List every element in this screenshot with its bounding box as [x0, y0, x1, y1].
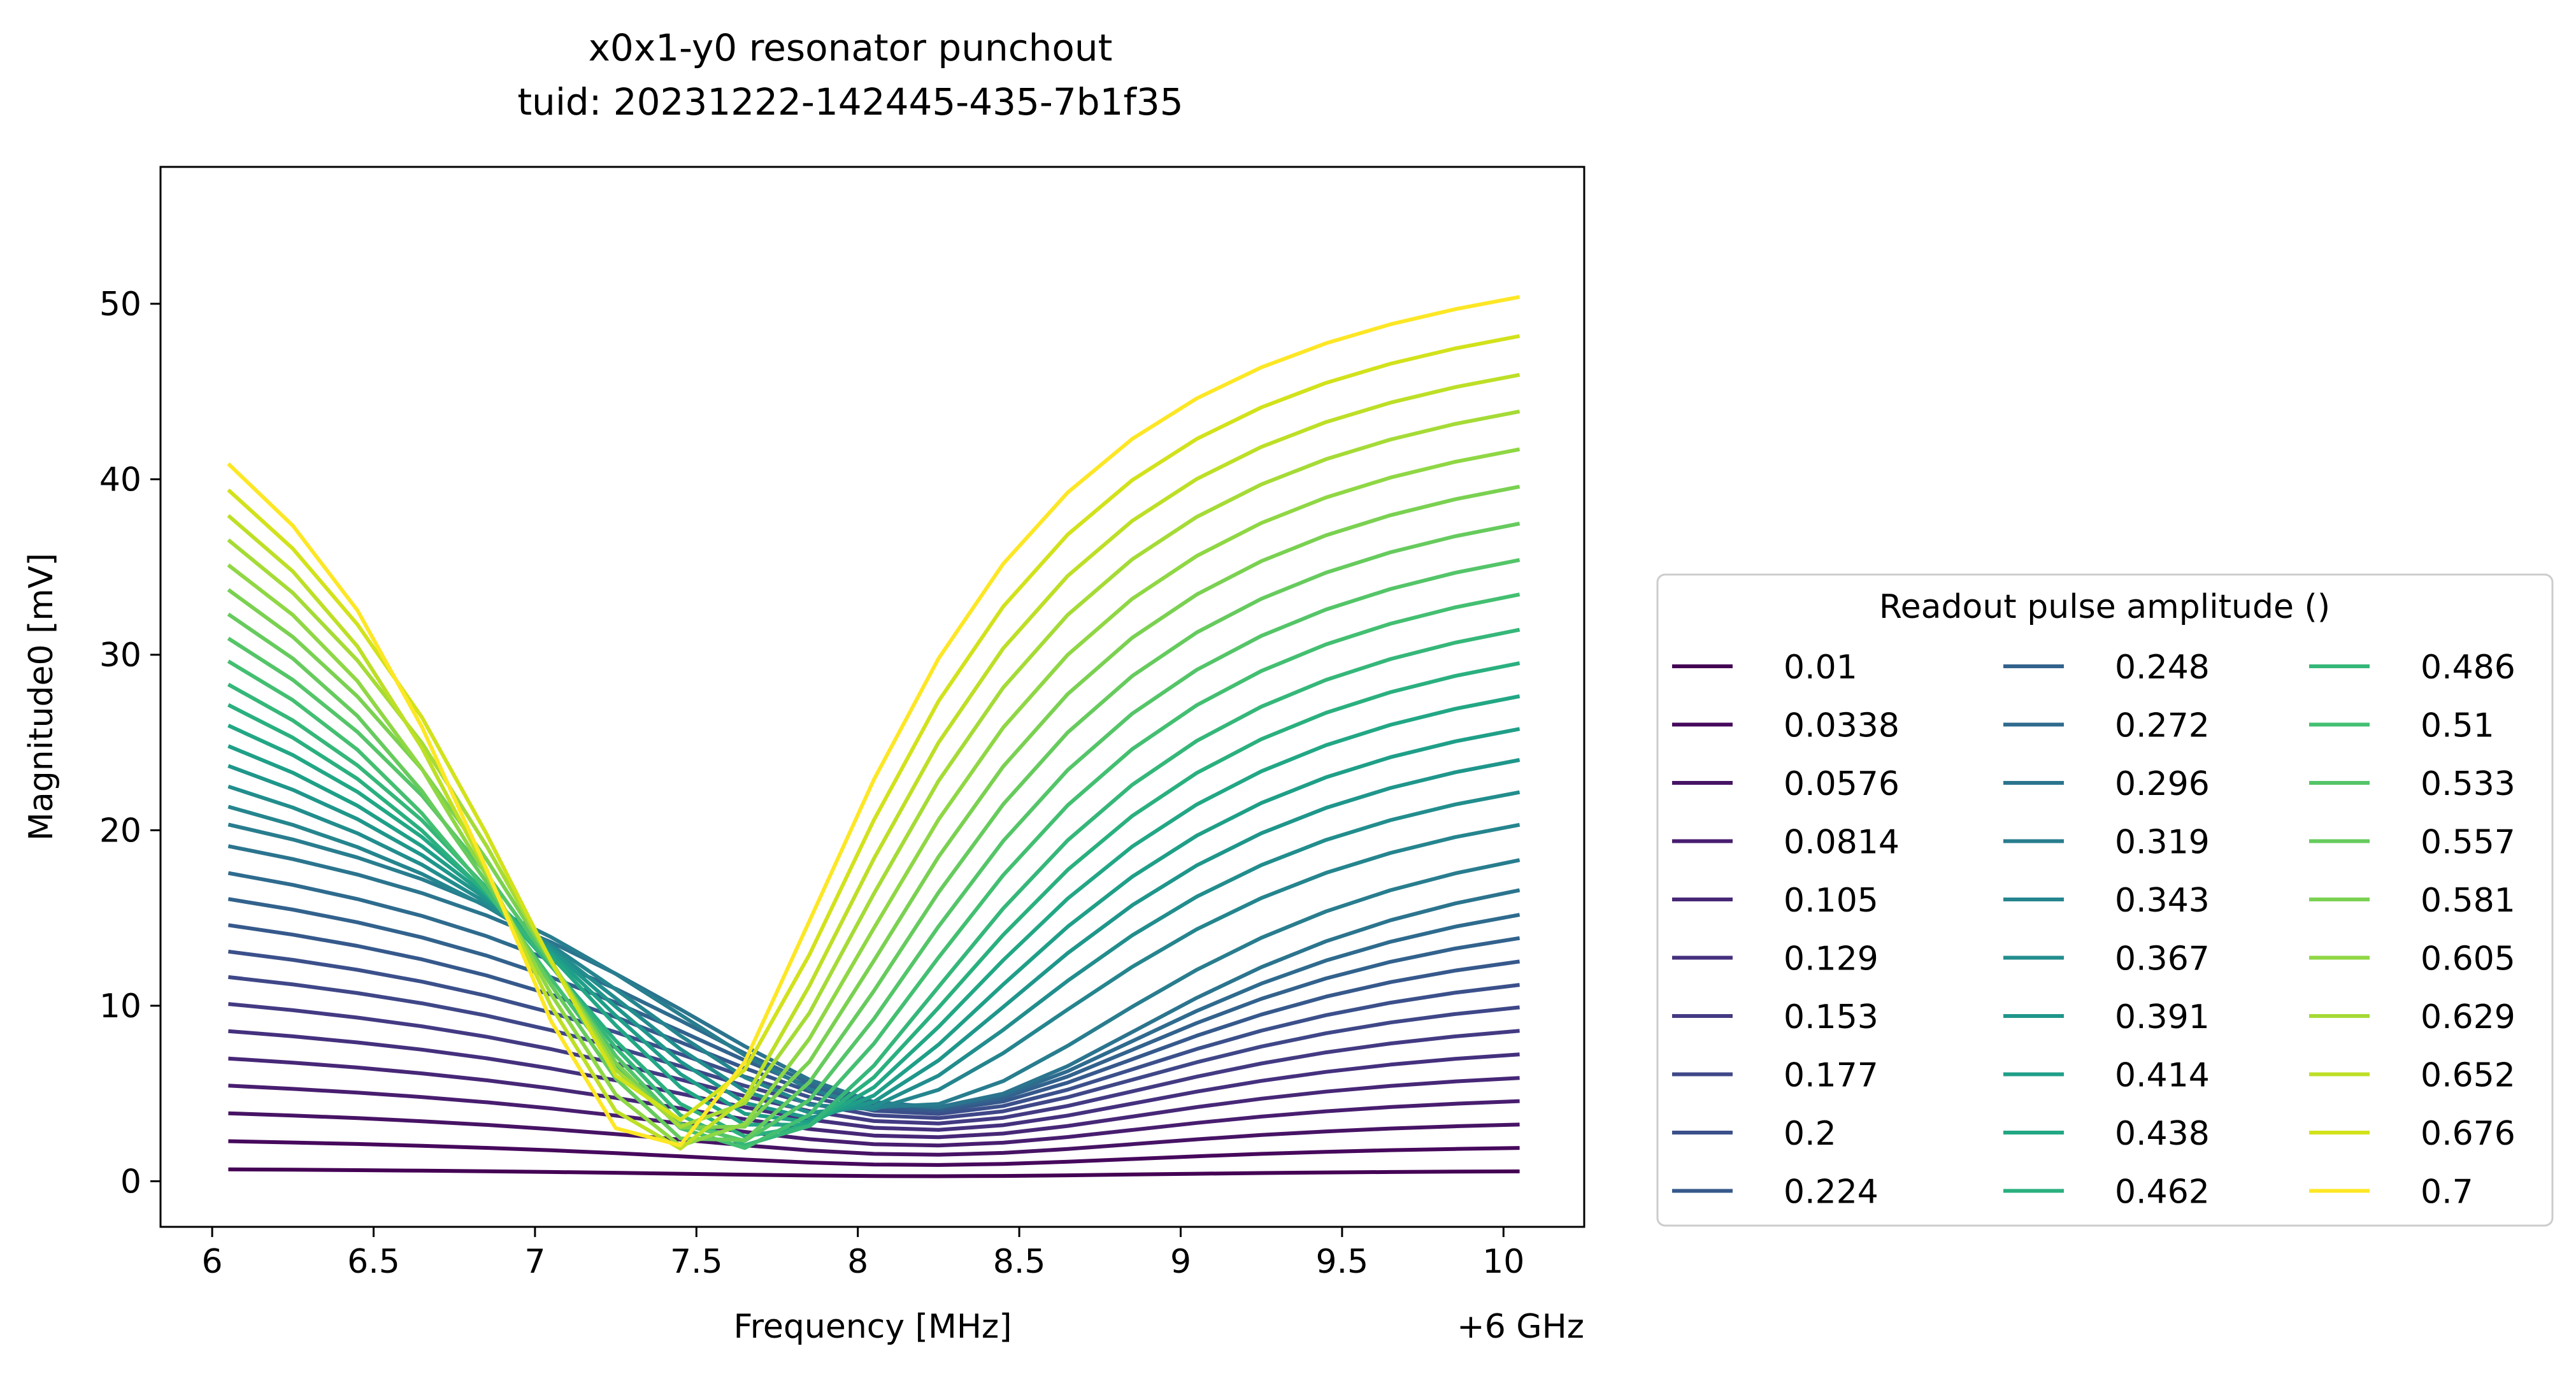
legend-label: 0.414	[2115, 1057, 2210, 1095]
x-tick-label: 8	[847, 1243, 868, 1281]
legend-label: 0.486	[2421, 648, 2515, 687]
legend: Readout pulse amplitude () 0.010.03380.0…	[1656, 573, 2554, 1227]
legend-label: 0.272	[2115, 707, 2210, 745]
x-tick-label: 7	[524, 1243, 545, 1281]
y-tick-label: 10	[99, 987, 141, 1026]
x-tick-label: 6	[202, 1243, 223, 1281]
legend-label: 0.438	[2115, 1115, 2210, 1153]
series-lines	[227, 295, 1521, 1178]
x-tick-label: 7.5	[670, 1243, 723, 1281]
legend-label: 0.0576	[1784, 765, 1900, 803]
series-line-0.652	[227, 373, 1521, 1151]
series-line-0.343	[227, 805, 1521, 1112]
legend-label: 0.367	[2115, 940, 2210, 978]
series-line-0.676	[227, 334, 1521, 1122]
x-tick-label: 9.5	[1316, 1243, 1369, 1281]
x-tick-label: 10	[1482, 1243, 1524, 1281]
series-line-0.0576	[228, 1111, 1520, 1157]
legend-label: 0.676	[2421, 1115, 2515, 1153]
x-tick-label: 9	[1170, 1243, 1191, 1281]
legend-label: 0.248	[2115, 648, 2210, 687]
series-line-0.581	[227, 484, 1521, 1130]
series-line-0.0814	[228, 1084, 1520, 1148]
chart-title: x0x1-y0 resonator punchout	[589, 26, 1113, 69]
series-line-0.486	[227, 627, 1521, 1147]
series-line-0.414	[227, 727, 1521, 1124]
legend-label: 0.343	[2115, 882, 2210, 920]
series-line-0.391	[227, 758, 1521, 1120]
series-line-0.51	[227, 592, 1521, 1150]
series-line-0.557	[227, 521, 1521, 1142]
legend-frame	[1656, 573, 2554, 1227]
series-line-0.105	[228, 1056, 1520, 1140]
x-axis: 6 6.5 7 7.5 8 8.5 9 9.5 10	[202, 1227, 1524, 1281]
y-axis-label: Magnitude0 [mV]	[22, 553, 61, 841]
legend-label: 0.177	[1784, 1057, 1878, 1095]
y-tick-label: 50	[99, 285, 141, 324]
legend-label: 0.391	[2115, 998, 2210, 1036]
chart-subtitle: tuid: 20231222-142445-435-7b1f35	[517, 80, 1183, 124]
legend-label: 0.605	[2421, 940, 2515, 978]
legend-label: 0.557	[2421, 824, 2515, 862]
legend-label: 0.652	[2421, 1057, 2515, 1095]
series-line-0.462	[227, 661, 1521, 1139]
x-axis-offset-label: +6 GHz	[1457, 1308, 1584, 1346]
legend-label: 0.51	[2421, 707, 2494, 745]
y-tick-label: 40	[99, 461, 141, 499]
legend-label: 0.129	[1784, 940, 1878, 978]
legend-label: 0.581	[2421, 882, 2515, 920]
y-tick-label: 30	[99, 636, 141, 675]
legend-label: 0.153	[1784, 998, 1878, 1036]
x-tick-label: 8.5	[993, 1243, 1046, 1281]
series-line-0.367	[227, 784, 1521, 1115]
legend-label: 0.533	[2421, 765, 2515, 803]
series-line-0.605	[227, 447, 1521, 1148]
legend-label: 0.224	[1784, 1173, 1878, 1212]
series-line-0.177	[228, 975, 1520, 1120]
series-line-0.01	[228, 1167, 1520, 1178]
series-line-0.438	[227, 694, 1521, 1127]
legend-label: 0.2	[1784, 1115, 1836, 1153]
legend-label: 0.0338	[1784, 707, 1900, 745]
x-axis-label: Frequency [MHz]	[734, 1308, 1012, 1346]
series-line-0.0338	[228, 1139, 1520, 1167]
plot-frame	[159, 166, 1585, 1228]
legend-entries: 0.01 0.0338 0.0576 0.0814 0.105 0.129 0.153 0.1…	[1672, 648, 2515, 1212]
legend-label: 0.629	[2421, 998, 2515, 1036]
series-line-0.129	[228, 1029, 1520, 1132]
y-tick-label: 20	[99, 812, 141, 850]
series-line-0.7	[227, 295, 1521, 1148]
legend-label: 0.462	[2115, 1173, 2210, 1212]
legend-label: 0.01	[1784, 648, 1857, 687]
legend-label: 0.105	[1784, 882, 1878, 920]
legend-label: 0.7	[2421, 1173, 2473, 1212]
legend-label: 0.296	[2115, 765, 2210, 803]
legend-label: 0.319	[2115, 824, 2210, 862]
y-axis: 0 10 20 30 40 50	[99, 285, 161, 1201]
y-tick-label: 0	[120, 1163, 141, 1201]
x-tick-label: 6.5	[347, 1243, 400, 1281]
legend-title: Readout pulse amplitude ()	[1879, 588, 2330, 626]
series-line-0.153	[228, 1002, 1520, 1126]
legend-label: 0.0814	[1784, 824, 1900, 862]
